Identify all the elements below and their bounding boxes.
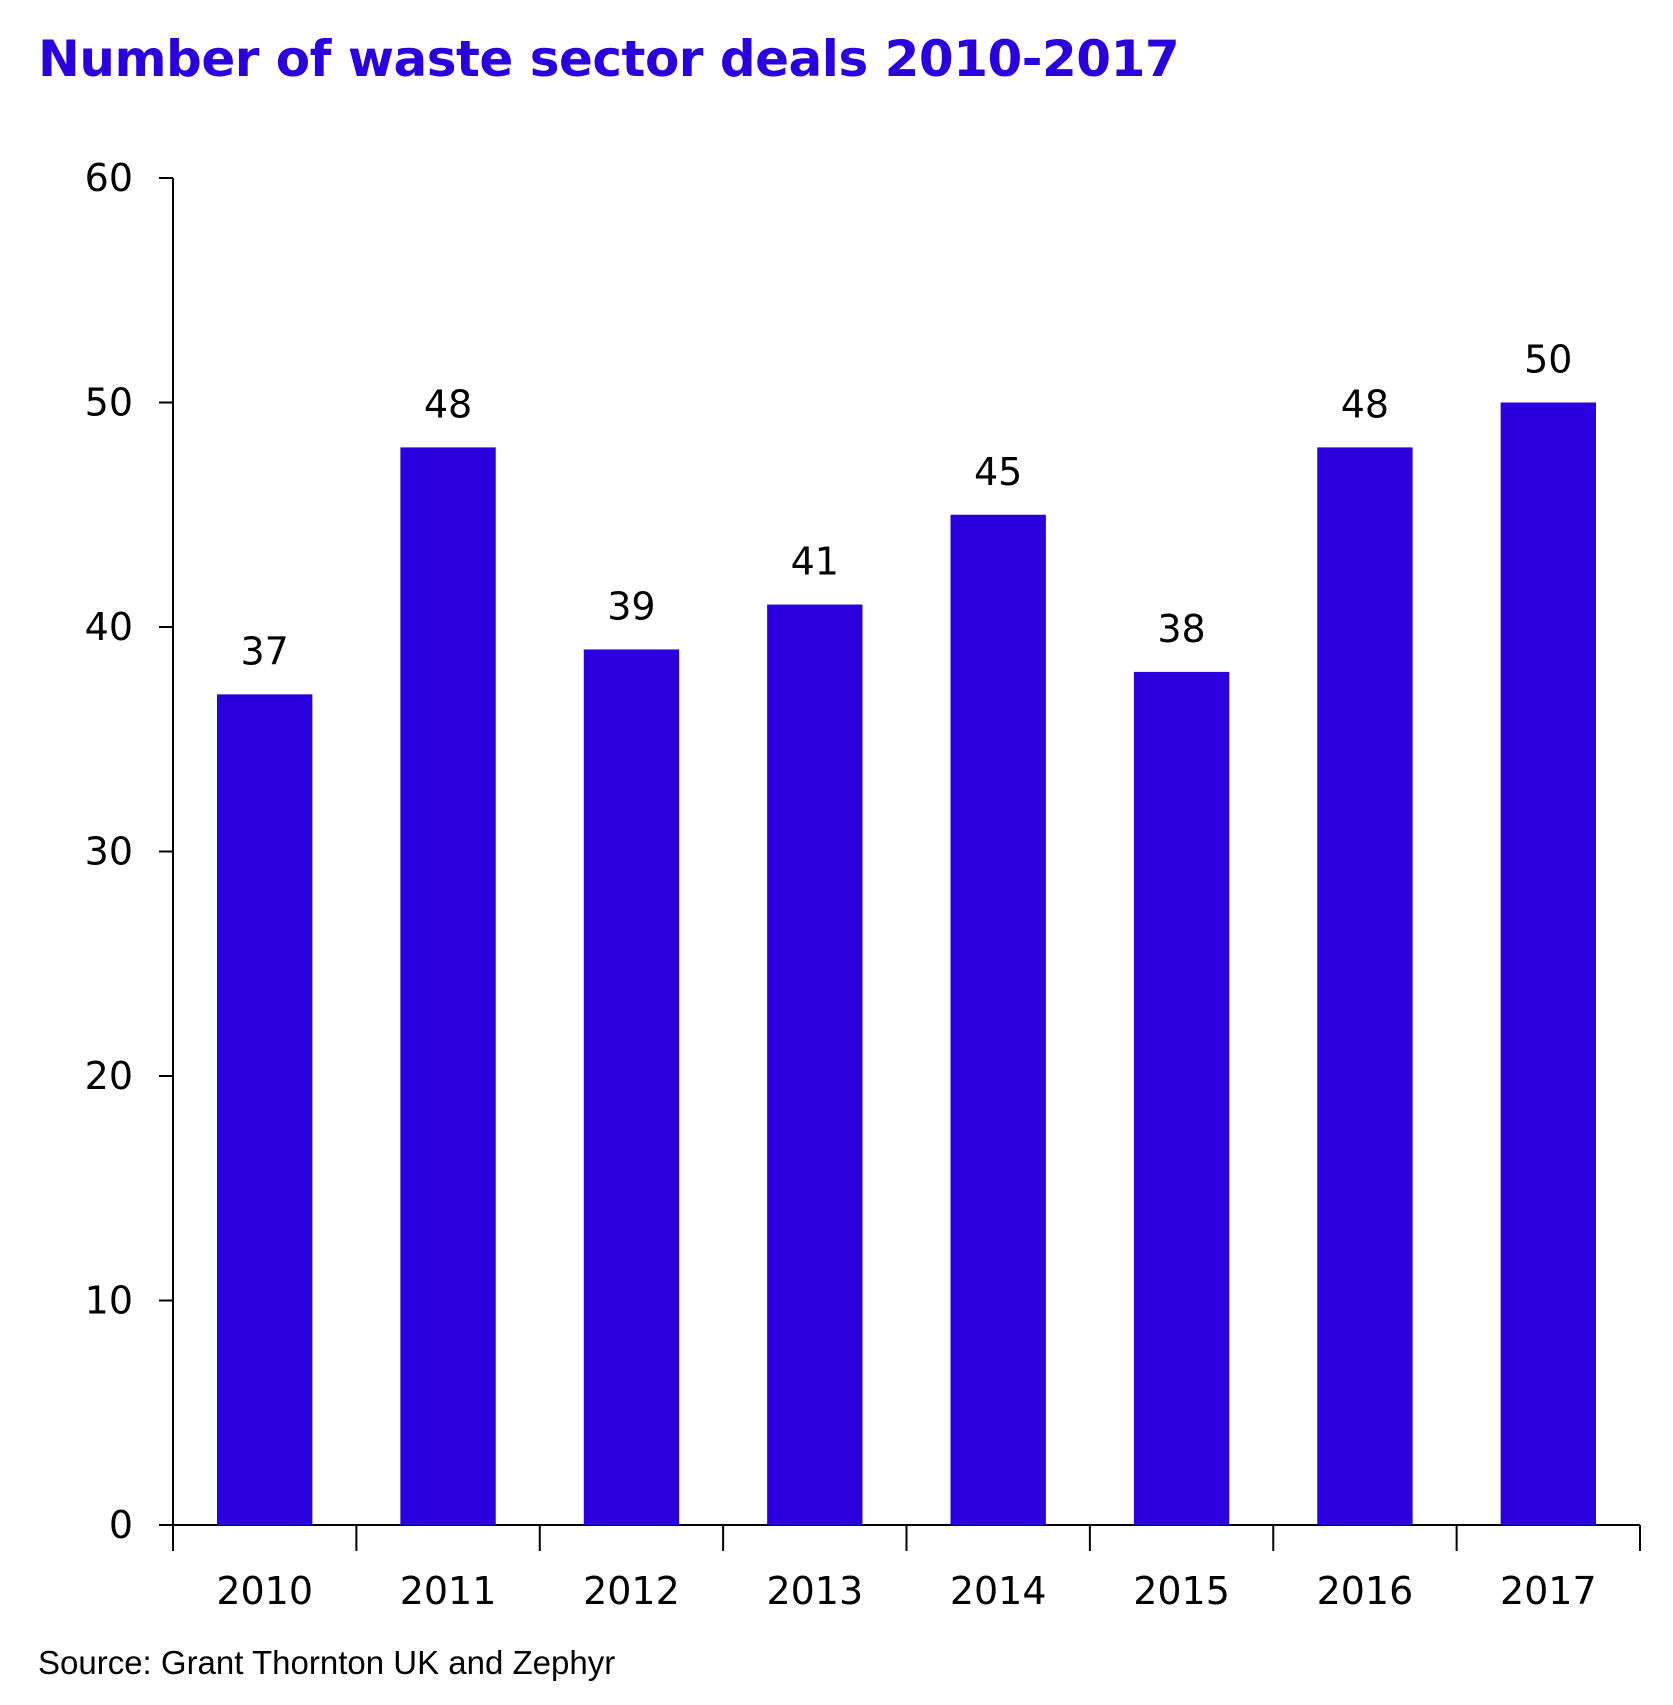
bar — [583, 649, 680, 1525]
data-label: 48 — [1341, 382, 1389, 426]
bars — [217, 402, 1596, 1525]
bar — [1133, 671, 1230, 1525]
data-label: 48 — [424, 382, 472, 426]
data-label: 41 — [791, 540, 839, 584]
data-labels: 37 48 39 41 45 38 48 50 — [241, 338, 1573, 674]
x-tick-label: 2013 — [766, 1569, 863, 1613]
x-tick-label: 2017 — [1500, 1569, 1597, 1613]
data-label: 45 — [974, 450, 1022, 494]
data-label: 50 — [1524, 338, 1572, 382]
x-tick-label: 2010 — [216, 1569, 313, 1613]
y-tick-label: 40 — [85, 605, 133, 649]
y-tick-label: 60 — [85, 156, 133, 200]
y-tick-label: 10 — [85, 1279, 133, 1323]
bar — [950, 514, 1046, 1525]
source-note: Source: Grant Thornton UK and Zephyr — [38, 1644, 616, 1681]
y-tick-label: 20 — [85, 1054, 133, 1098]
chart-title: Number of waste sector deals 2010-2017 — [38, 30, 1180, 88]
data-label: 39 — [607, 584, 655, 628]
bar — [217, 694, 313, 1525]
x-tick-label: 2016 — [1317, 1569, 1414, 1613]
y-tick-label: 30 — [85, 830, 133, 874]
bar — [767, 604, 863, 1525]
bar — [1317, 447, 1413, 1525]
y-tick-label: 0 — [109, 1503, 133, 1547]
x-tick-label: 2011 — [400, 1569, 497, 1613]
y-axis: 0 10 20 30 40 50 60 — [85, 156, 174, 1547]
data-label: 38 — [1157, 607, 1205, 651]
x-tick-label: 2012 — [583, 1569, 680, 1613]
bar — [400, 447, 496, 1525]
bar — [1500, 402, 1596, 1525]
data-label: 37 — [241, 629, 289, 673]
x-axis: 2010 2011 2012 2013 2014 2015 2016 2017 — [172, 1524, 1641, 1613]
x-tick-label: 2014 — [950, 1569, 1047, 1613]
y-tick-label: 50 — [85, 381, 133, 425]
x-tick-label: 2015 — [1133, 1569, 1230, 1613]
